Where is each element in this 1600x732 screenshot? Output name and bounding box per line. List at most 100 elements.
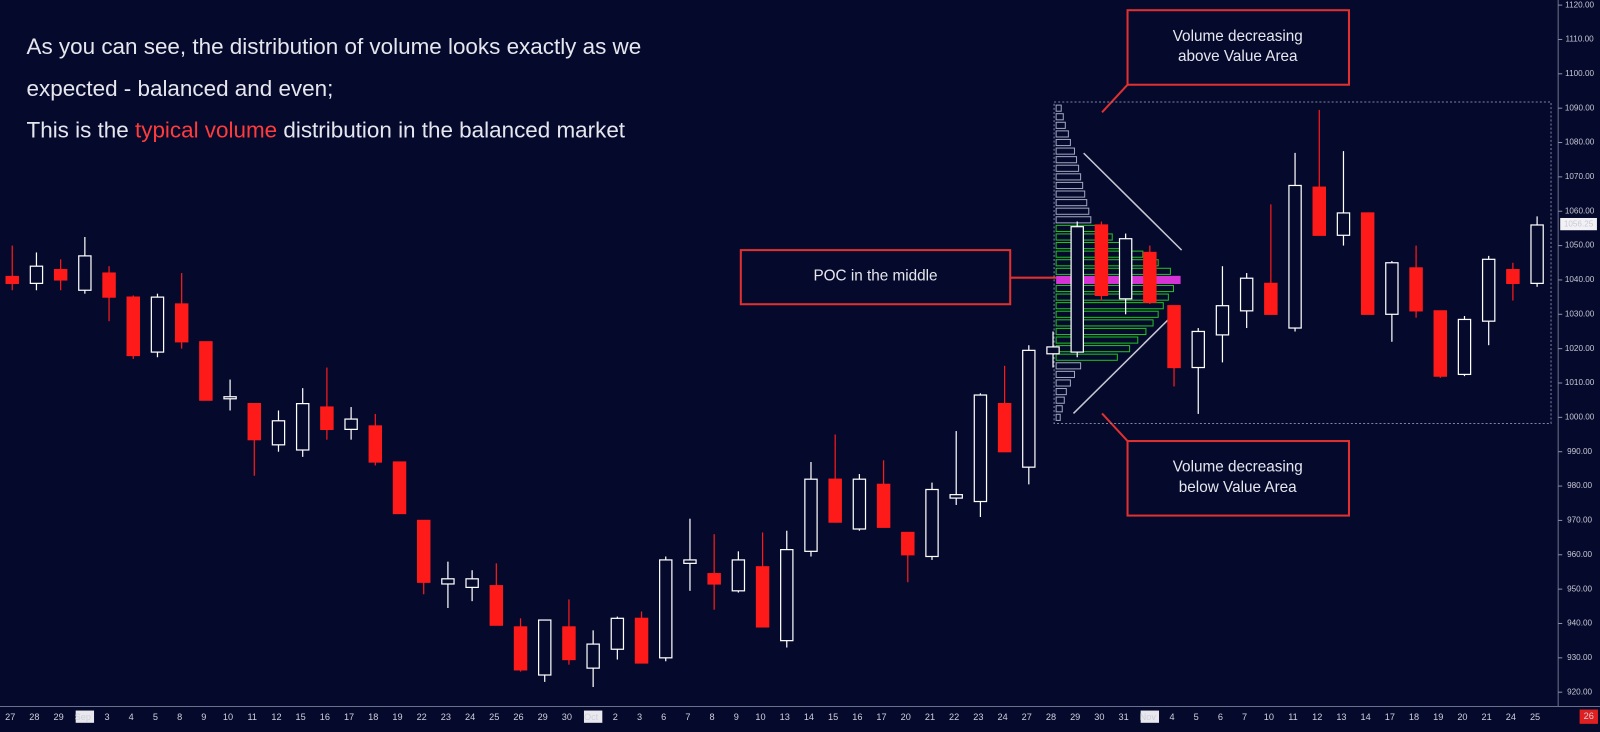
x-tick-label: 9	[734, 712, 739, 722]
x-tick-label: 24	[1506, 712, 1516, 722]
profile-bar	[1055, 121, 1066, 129]
profile-bar	[1055, 293, 1169, 301]
candle-body	[707, 573, 721, 585]
candle-body	[683, 559, 697, 564]
callout-text: Volume decreasing	[1173, 459, 1303, 476]
x-tick-label: 4	[129, 712, 134, 722]
profile-range	[1053, 101, 1552, 424]
x-tick-label: 8	[177, 712, 182, 722]
x-tick-label: 30	[562, 712, 572, 722]
candle-body	[1264, 282, 1278, 315]
y-tick-label: 1040.00	[1565, 275, 1595, 284]
y-tick-label: 950.00	[1567, 584, 1592, 593]
profile-bar	[1055, 284, 1174, 293]
candle-body	[1118, 238, 1133, 300]
profile-bar	[1055, 370, 1075, 378]
candle-body	[1288, 184, 1302, 329]
profile-bar	[1055, 138, 1071, 147]
candle-body	[441, 578, 455, 585]
x-tick-label: 15	[296, 712, 306, 722]
x-tick-label: 12	[1312, 712, 1322, 722]
candle-body	[513, 626, 528, 671]
candle-body	[1336, 212, 1351, 236]
x-tick-label: 4	[1169, 712, 1174, 722]
candle-body	[1409, 267, 1423, 312]
caption-line: This is the typical volume distribution …	[27, 118, 626, 143]
x-tick-label: 7	[1242, 712, 1247, 722]
candle-body	[949, 494, 963, 499]
profile-bar	[1055, 302, 1164, 310]
profile-bar	[1055, 379, 1071, 387]
y-tick-label: 960.00	[1567, 550, 1592, 559]
candle-body	[320, 406, 334, 430]
x-tick-label: 9	[201, 712, 206, 722]
date-tag	[1579, 709, 1598, 724]
candle-body	[102, 272, 116, 298]
candle-body	[876, 483, 891, 528]
x-tick-label: 17	[1385, 712, 1395, 722]
profile-bar	[1055, 216, 1092, 224]
profile-bar	[1055, 327, 1147, 336]
x-tick-label: 29	[1070, 712, 1080, 722]
x-tick-label: 14	[1361, 712, 1371, 722]
callout-pointer	[1101, 412, 1129, 442]
x-tick-label: 24	[997, 712, 1007, 722]
price-tag-label: 1056.25	[1564, 219, 1594, 228]
profile-bar	[1055, 413, 1061, 421]
x-tick-label: 29	[54, 712, 64, 722]
price-tag	[1560, 217, 1597, 231]
x-tick-label: 13	[780, 712, 790, 722]
x-tick-label: 26	[513, 712, 523, 722]
y-tick-label: 930.00	[1567, 653, 1592, 662]
x-tick-label: 11	[247, 712, 257, 722]
callout-text: above Value Area	[1178, 48, 1298, 65]
x-tick-label: 22	[949, 712, 959, 722]
candle-body	[368, 425, 383, 463]
candle-body	[1022, 349, 1036, 468]
y-tick-label: 1080.00	[1565, 138, 1595, 147]
candle-body	[901, 531, 915, 556]
candle-body	[586, 643, 600, 669]
profile-bar	[1055, 113, 1064, 121]
profile-bar	[1055, 319, 1154, 327]
x-tick-label: 23	[441, 712, 451, 722]
profile-bar	[1055, 199, 1088, 207]
guide-line	[1072, 315, 1172, 415]
candle-body	[416, 519, 431, 583]
candle-body	[1094, 224, 1109, 297]
guide-line	[1083, 152, 1183, 251]
profile-bar	[1055, 362, 1082, 370]
x-tick-label: Oct	[584, 712, 599, 722]
y-tick-label: 1110.00	[1565, 35, 1594, 44]
candle-body	[271, 420, 286, 446]
x-tick-label: 16	[320, 712, 330, 722]
y-tick-label: 1060.00	[1565, 206, 1595, 215]
profile-bar	[1055, 388, 1067, 396]
y-tick-label: 1020.00	[1565, 344, 1595, 353]
candle-body	[852, 478, 867, 530]
candle-body	[997, 402, 1012, 453]
callout-box	[1126, 440, 1350, 517]
x-tick-label: 5	[153, 712, 158, 722]
candle-body	[1191, 330, 1205, 369]
candle-body	[634, 617, 649, 664]
candle-body	[659, 559, 673, 659]
x-tick-label: 19	[392, 712, 402, 722]
y-tick-label: 1030.00	[1565, 309, 1595, 318]
y-tick-label: 920.00	[1567, 687, 1592, 696]
candle-body	[804, 478, 818, 552]
x-tick-label: 10	[755, 712, 765, 722]
candle-body	[1239, 277, 1254, 312]
candle-body	[1433, 310, 1448, 377]
candle-body	[1046, 346, 1060, 355]
caption-part: distribution in the balanced market	[277, 118, 626, 143]
candle-body	[780, 549, 794, 642]
candle-body	[247, 402, 262, 441]
y-tick-label: 1090.00	[1565, 103, 1595, 112]
profile-bar	[1055, 207, 1090, 215]
candle-body	[150, 296, 165, 353]
profile-bar	[1055, 130, 1069, 138]
y-tick-label: 940.00	[1567, 619, 1592, 628]
candle-body	[1215, 305, 1230, 336]
